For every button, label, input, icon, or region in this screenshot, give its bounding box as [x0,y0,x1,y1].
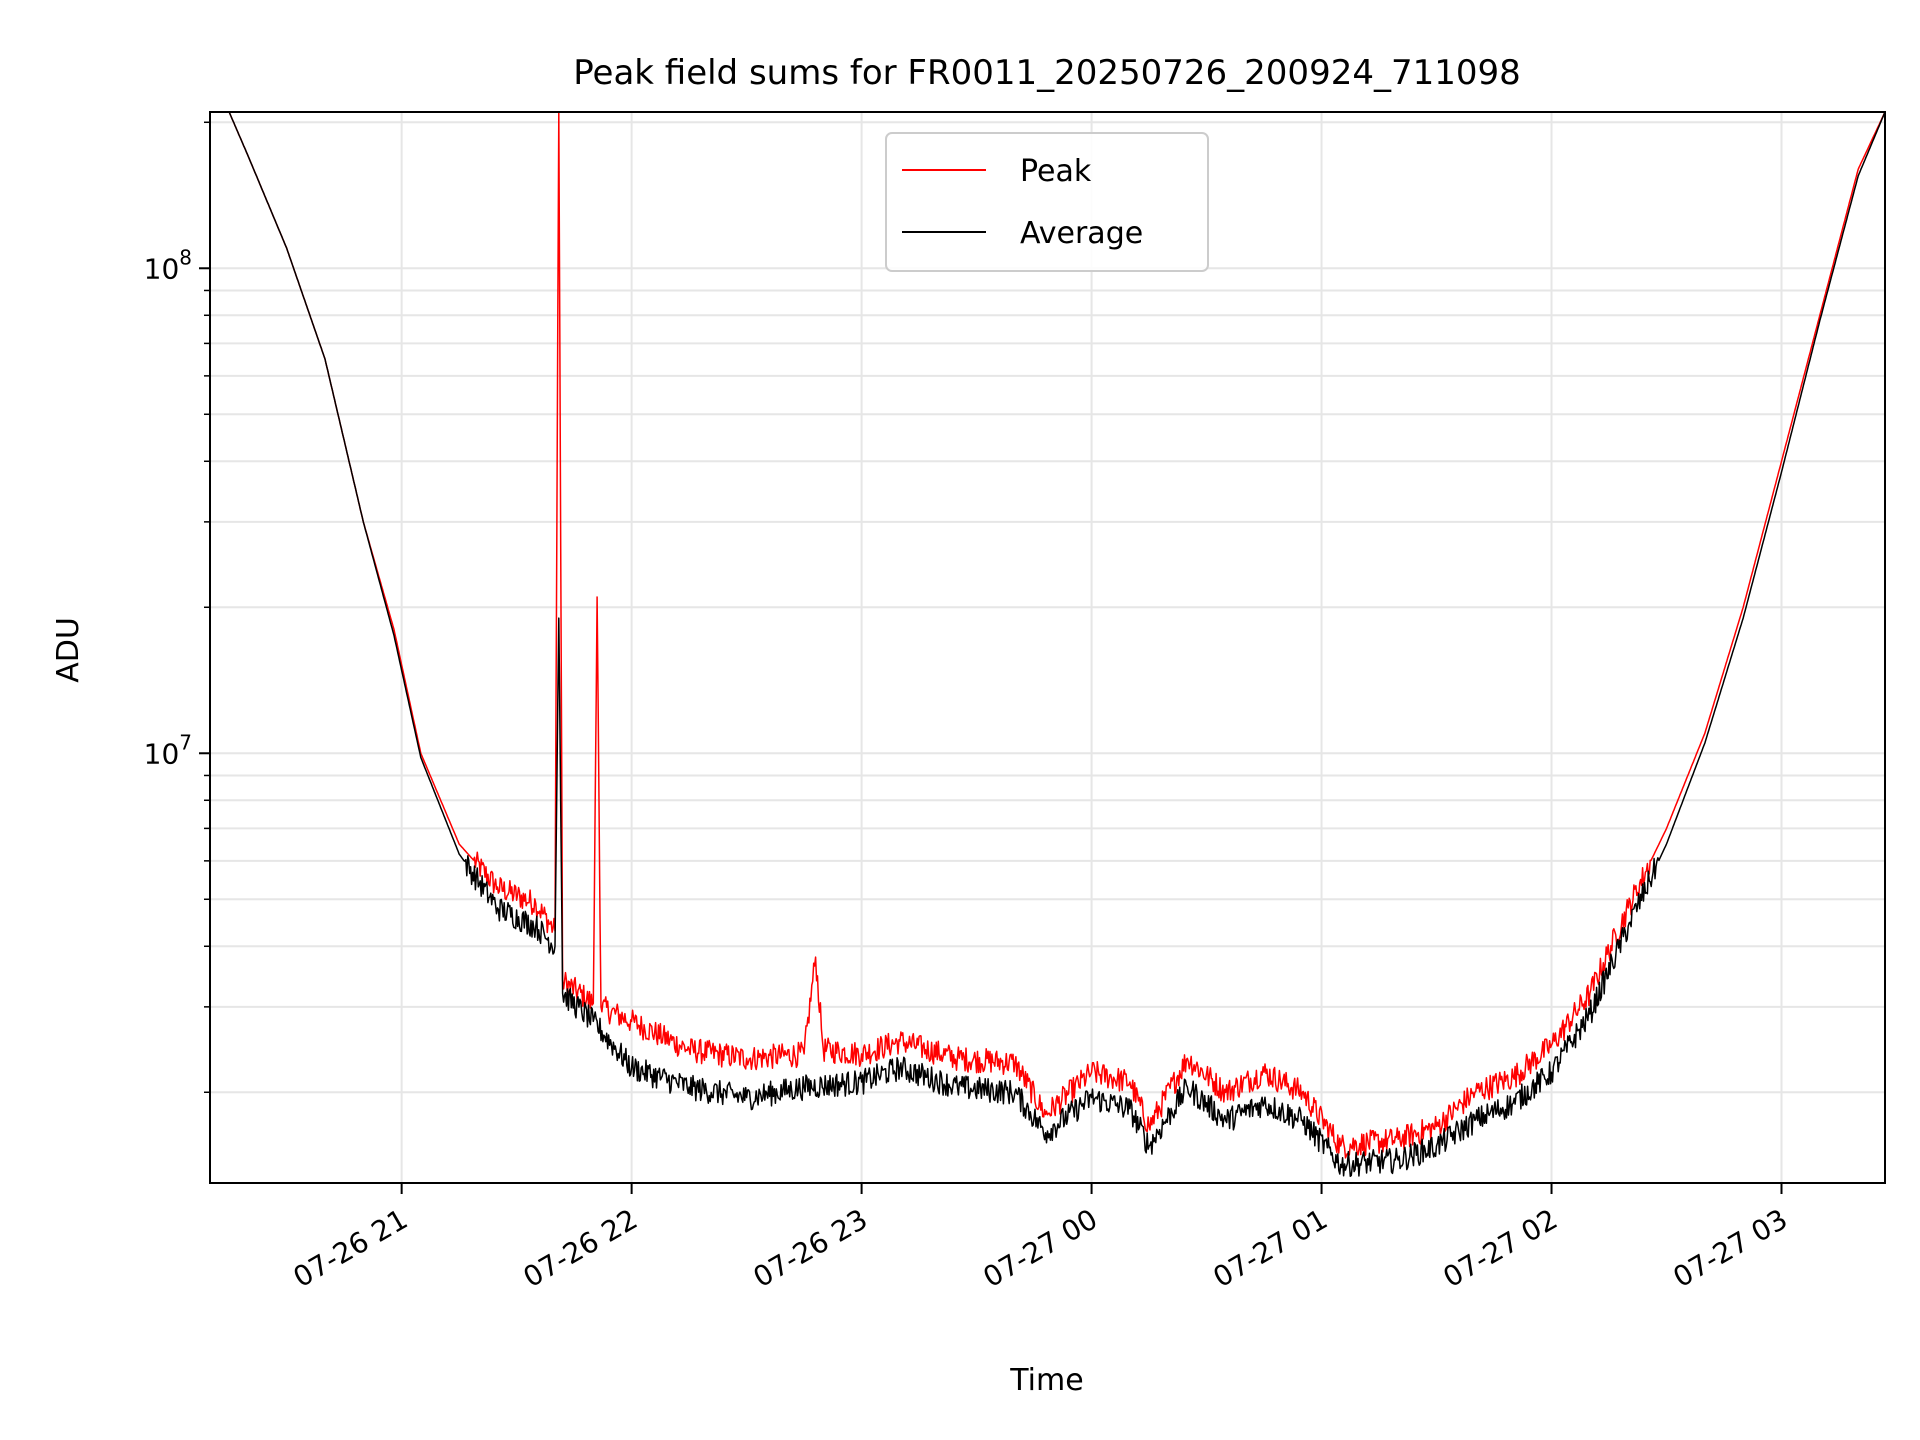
series-layer [210,111,1886,1178]
grid [210,112,1885,1183]
legend-label-average: Average [1020,216,1143,251]
series-line-average [210,111,1886,1178]
x-axis-label: Time [1009,1363,1083,1398]
legend: Peak Average [885,132,1209,272]
legend-label-peak: Peak [1020,154,1092,189]
y-tick-label: 108 [144,245,192,285]
series-line-peak [210,111,1886,1159]
chart-title: Peak field sums for FR0011_20250726_2009… [573,53,1521,93]
legend-frame [885,132,1209,272]
y-tick-label: 107 [144,730,192,770]
y-axis-label: ADU [51,617,86,683]
plot-frame [209,111,1886,1184]
